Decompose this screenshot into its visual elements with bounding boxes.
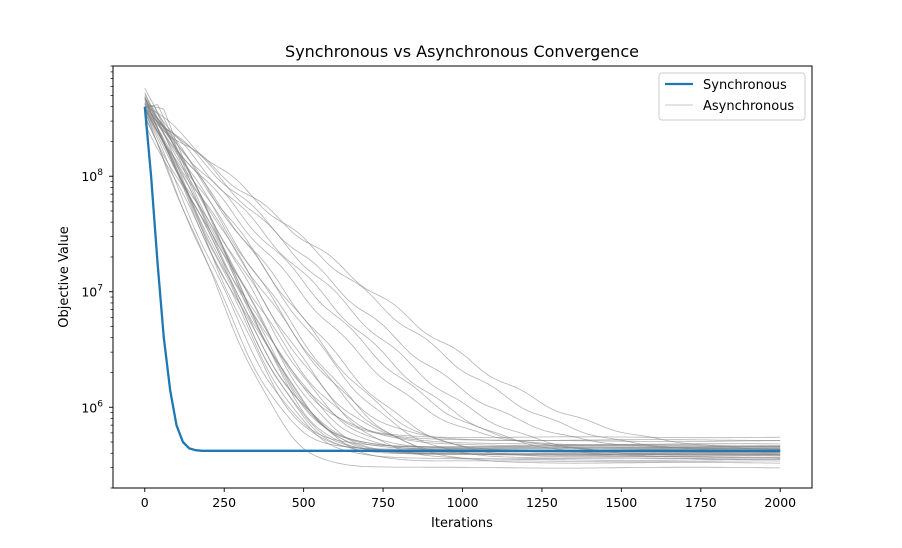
asynchronous-run-line <box>144 105 781 454</box>
x-tick-label: 1250 <box>526 495 558 510</box>
x-axis: 0 250 500 750 1000 1250 1500 1750 2000 <box>141 488 796 510</box>
x-tick-label: 2000 <box>764 495 796 510</box>
y-axis: 106 107 108 <box>81 65 113 489</box>
asynchronous-run-line <box>144 98 781 445</box>
x-tick-label: 1000 <box>447 495 479 510</box>
y-tick-label: 106 <box>81 399 103 415</box>
legend-label-asynchronous: Asynchronous <box>703 99 794 114</box>
legend-label-synchronous: Synchronous <box>703 78 787 93</box>
asynchronous-run-line <box>144 104 781 450</box>
x-tick-label: 1750 <box>685 495 717 510</box>
chart-title: Synchronous vs Asynchronous Convergence <box>285 42 639 61</box>
legend-box <box>658 72 806 121</box>
asynchronous-run-line <box>144 97 781 460</box>
synchronous-series <box>143 106 781 452</box>
asynchronous-run-line <box>144 103 781 456</box>
x-tick-label: 1500 <box>605 495 637 510</box>
y-tick-label: 107 <box>81 284 103 300</box>
asynchronous-run-line <box>144 111 781 447</box>
asynchronous-run-line <box>144 116 781 441</box>
asynchronous-run-line <box>144 108 781 461</box>
x-tick-label: 500 <box>292 495 316 510</box>
x-tick-label: 0 <box>141 495 149 510</box>
asynchronous-run-line <box>144 107 781 458</box>
asynchronous-run-line <box>144 107 781 448</box>
x-axis-label: Iterations <box>431 516 493 531</box>
asynchronous-run-line <box>144 111 781 450</box>
y-tick-label: 108 <box>81 168 103 184</box>
x-tick-label: 250 <box>212 495 236 510</box>
asynchronous-run-line <box>144 97 781 456</box>
legend: Synchronous Asynchronous <box>658 72 806 121</box>
asynchronous-series <box>144 88 781 469</box>
synchronous-line <box>143 106 781 452</box>
y-axis-label: Objective Value <box>57 226 72 327</box>
asynchronous-run-line <box>144 110 781 469</box>
x-tick-label: 750 <box>371 495 395 510</box>
